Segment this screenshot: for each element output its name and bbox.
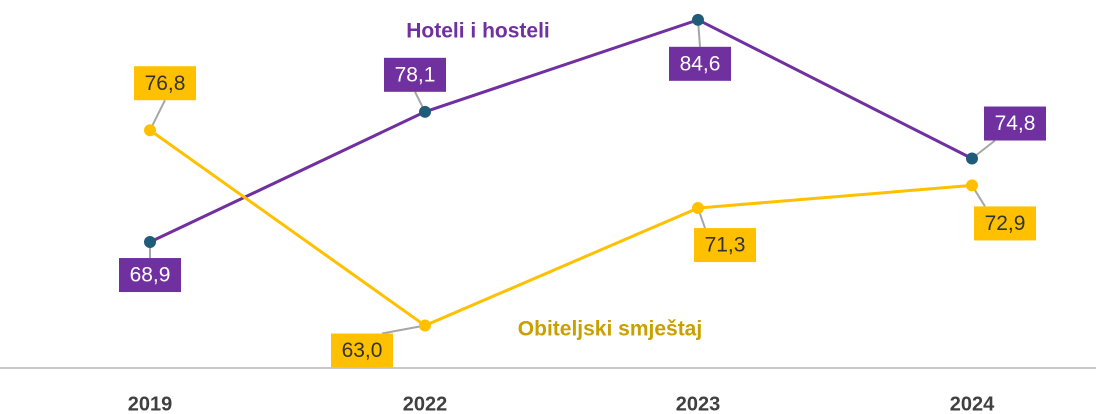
value-label-box	[119, 258, 181, 293]
x-tick-label: 2024	[950, 393, 995, 414]
value-label-box	[134, 66, 196, 101]
series-name: Hoteli i hosteli	[406, 20, 550, 43]
value-label: 84,6	[680, 52, 721, 75]
value-label: 72,9	[985, 212, 1026, 235]
x-tick-label: 2019	[128, 393, 173, 414]
leader-line	[381, 324, 426, 335]
value-label-box	[984, 106, 1046, 141]
value-label-box	[384, 57, 446, 92]
marker	[692, 202, 704, 215]
series-line	[149, 18, 973, 244]
value-label-box	[694, 228, 756, 263]
marker	[966, 152, 978, 165]
value-label-box	[331, 333, 393, 368]
value-label: 68,9	[130, 264, 171, 287]
series-line	[149, 128, 973, 328]
marker	[419, 319, 431, 332]
value-label: 76,8	[145, 72, 186, 95]
value-label-box	[974, 206, 1036, 241]
marker	[419, 105, 431, 118]
value-label: 71,3	[705, 234, 746, 257]
value-label: 78,1	[395, 63, 436, 86]
marker	[144, 236, 156, 249]
value-label: 63,0	[342, 339, 383, 362]
value-label-box	[669, 46, 731, 81]
marker	[144, 124, 156, 137]
value-label: 74,8	[995, 112, 1036, 135]
marker	[692, 13, 704, 26]
series-name: Obiteljski smještaj	[518, 318, 702, 341]
x-tick-label: 2022	[403, 393, 448, 414]
marker	[966, 179, 978, 192]
x-tick-label: 2023	[676, 393, 721, 414]
